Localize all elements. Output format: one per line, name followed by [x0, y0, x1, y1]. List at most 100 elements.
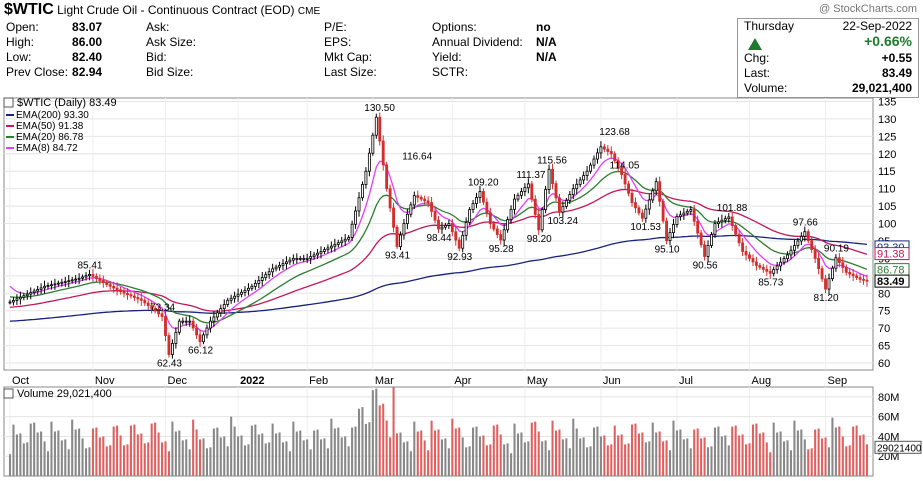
- volume-bar: [361, 407, 364, 476]
- volume-bar: [50, 421, 53, 476]
- candle-body: [616, 160, 620, 169]
- candle-body: [647, 199, 651, 210]
- candle-body: [305, 258, 309, 260]
- candle-body: [799, 235, 803, 242]
- volume-bar: [717, 426, 720, 476]
- volume-bar: [36, 432, 39, 476]
- candle-body: [136, 297, 140, 300]
- last-size-label: Last Size:: [324, 65, 377, 79]
- candle-body: [271, 268, 275, 273]
- candle-body: [222, 304, 226, 310]
- instrument-name: Light Crude Oil - Continuous Contract (E…: [57, 3, 295, 17]
- volume-bar: [247, 444, 250, 476]
- quote-summary-panel: Thursday 22-Sep-2022 +0.66% Chg: +0.55 L…: [737, 18, 919, 98]
- volume-bar: [309, 449, 312, 476]
- candle-body: [758, 264, 762, 268]
- volume-bar: [713, 427, 716, 476]
- volume-bar: [789, 450, 793, 476]
- volume-bar: [202, 438, 205, 476]
- price-label: 115.56: [537, 155, 567, 166]
- y-tick-label: 100: [878, 219, 896, 231]
- volume-bar: [406, 441, 409, 476]
- volume-bar: [268, 442, 271, 476]
- candle-body: [208, 320, 212, 329]
- volume-bar: [554, 430, 558, 476]
- candle-body: [257, 280, 261, 284]
- volume-bar: [78, 428, 81, 476]
- volume-bar: [810, 448, 813, 476]
- candle-body: [371, 134, 375, 154]
- candle-body: [146, 302, 150, 307]
- volume-bar: [682, 439, 685, 476]
- candle-body: [8, 301, 12, 304]
- x-tick-label: May: [527, 375, 548, 387]
- volume-last-tag: [874, 440, 922, 454]
- volume-bar: [427, 450, 430, 476]
- volume-bar: [288, 451, 291, 476]
- low-label: Low:: [6, 50, 32, 64]
- volume-bar: [299, 430, 302, 476]
- candle-body: [181, 320, 185, 323]
- candle-body: [243, 289, 247, 293]
- volume-bar: [579, 438, 582, 476]
- candle-body: [18, 296, 22, 300]
- candle-body: [101, 280, 105, 283]
- volume-bar: [565, 438, 568, 476]
- last-label: Last:: [744, 66, 771, 80]
- volume-bar: [603, 435, 606, 476]
- candle-body: [170, 343, 174, 355]
- volume-bar: [827, 447, 831, 476]
- volume-bar: [821, 438, 824, 476]
- volume-bar: [340, 437, 343, 476]
- ema-line: [9, 170, 868, 324]
- volume-bar: [845, 446, 848, 476]
- volume-bar: [665, 440, 668, 476]
- candle-body: [22, 295, 26, 298]
- volume-bar: [43, 441, 46, 476]
- candle-body: [302, 258, 306, 260]
- candle-body: [347, 237, 351, 240]
- volume-bar: [465, 447, 468, 476]
- candle-body: [848, 271, 852, 275]
- candle-body: [437, 219, 440, 230]
- volume-bar: [344, 436, 347, 476]
- candle-body: [212, 316, 216, 322]
- candle-body: [250, 285, 254, 289]
- volume-bar: [226, 446, 229, 476]
- chart-header: $WTIC Light Crude Oil - Continuous Contr…: [4, 1, 320, 19]
- volume-bar: [454, 428, 457, 476]
- candle-body: [519, 191, 523, 196]
- price-label: 123.68: [599, 127, 630, 138]
- candle-body: [343, 238, 347, 242]
- volume-bar: [637, 433, 640, 476]
- candle-body: [654, 181, 658, 192]
- volume-bar: [786, 440, 789, 476]
- candle-body: [119, 289, 123, 292]
- volume-bar: [119, 435, 122, 476]
- mkt-cap-label: Mkt Cap:: [324, 50, 373, 64]
- volume-last-tag-text: 29021400: [877, 443, 922, 454]
- volume-bar: [534, 421, 537, 476]
- volume-bar: [112, 426, 115, 476]
- candle-body: [126, 292, 129, 296]
- volume-bar: [295, 431, 298, 476]
- volume-bar: [53, 431, 56, 476]
- candle-body: [834, 257, 838, 269]
- volume-bar: [333, 428, 336, 476]
- volume-bar: [613, 425, 616, 476]
- y-tick-label: 105: [878, 201, 896, 213]
- candle-body: [240, 291, 243, 295]
- y-tick-label: 75: [878, 306, 890, 318]
- volume-bar: [783, 441, 786, 476]
- volume-bar: [399, 432, 402, 476]
- volume-bar: [686, 438, 689, 476]
- volume-bar: [516, 433, 520, 476]
- candle-body: [803, 231, 807, 237]
- volume-bar: [323, 438, 326, 476]
- volume-bar: [237, 436, 240, 476]
- volume-bar: [174, 431, 177, 476]
- volume-bar: [105, 446, 108, 476]
- volume-bar: [337, 427, 340, 476]
- prev-close-label: Prev Close:: [6, 65, 69, 79]
- volume-bar: [582, 437, 585, 476]
